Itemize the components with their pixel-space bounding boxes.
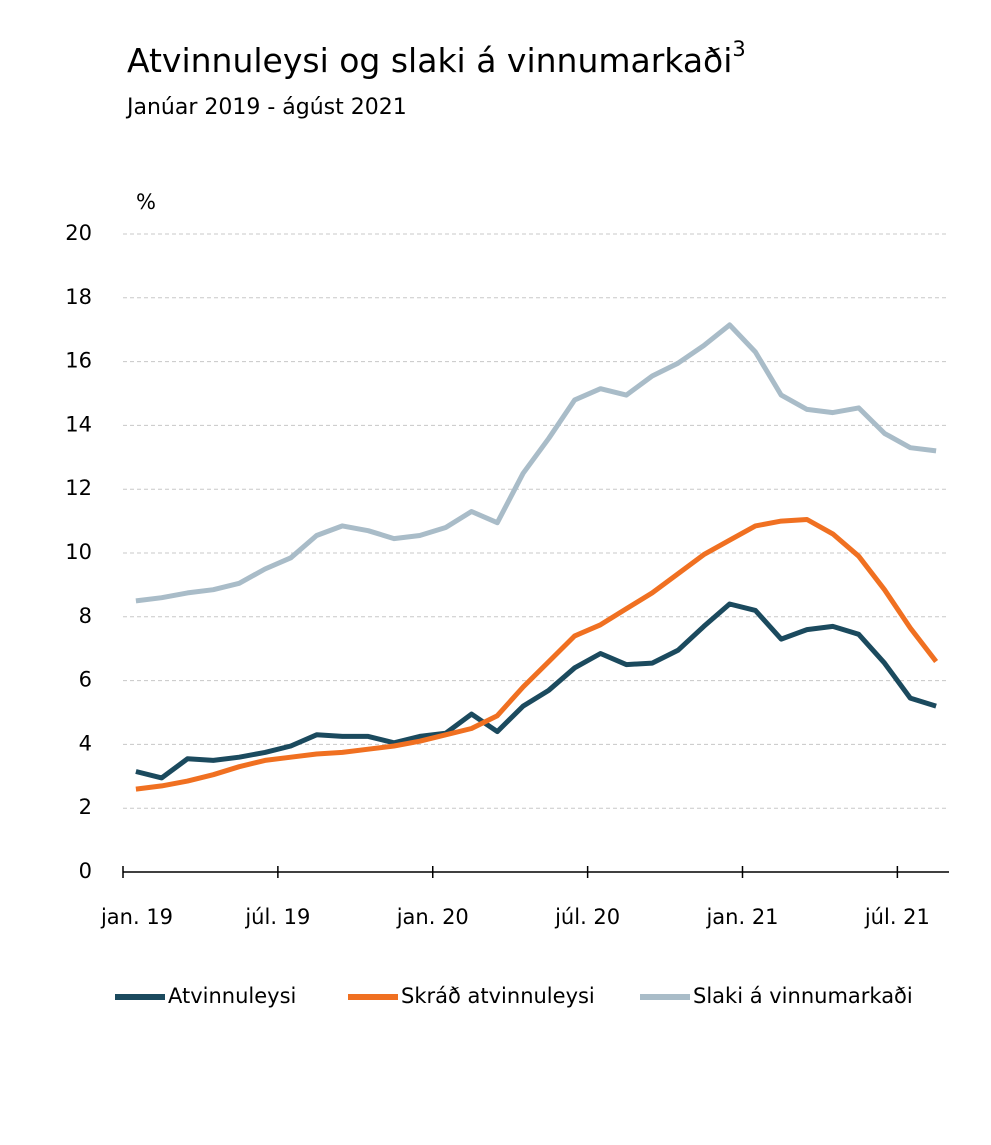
x-tick-label: jan. 21	[705, 905, 778, 929]
y-tick-label: 10	[65, 540, 92, 564]
x-tick-label: júl. 19	[244, 905, 310, 929]
y-tick-label: 12	[65, 476, 92, 500]
y-axis-label: %	[136, 190, 156, 214]
legend-label: Atvinnuleysi	[168, 984, 296, 1008]
x-tick-label: jan. 19	[100, 905, 173, 929]
series-line	[135, 517, 939, 792]
y-tick-label: 14	[65, 412, 92, 436]
legend-label: Slaki á vinnumarkaði	[693, 984, 913, 1008]
y-tick-label: 4	[79, 731, 92, 755]
x-tick-label: júl. 20	[554, 905, 620, 929]
chart-title: Atvinnuleysi og slaki á vinnumarkaði3	[127, 37, 746, 80]
x-tick-label: júl. 21	[864, 905, 930, 929]
chart-subtitle: Janúar 2019 - ágúst 2021	[125, 95, 407, 120]
legend-label: Skráð atvinnuleysi	[401, 984, 595, 1008]
y-tick-label: 20	[65, 221, 92, 245]
y-tick-label: 0	[79, 859, 92, 883]
y-tick-label: 6	[79, 668, 92, 692]
x-tick-label: jan. 20	[396, 905, 469, 929]
title-text: Atvinnuleysi og slaki á vinnumarkaði	[127, 41, 732, 80]
y-tick-label: 2	[79, 795, 92, 819]
y-tick-label: 18	[65, 285, 92, 309]
y-tick-label: 16	[65, 349, 92, 373]
title-footnote: 3	[732, 37, 745, 61]
series-line	[135, 322, 937, 604]
series-line	[135, 601, 937, 781]
y-tick-label: 8	[79, 604, 92, 628]
